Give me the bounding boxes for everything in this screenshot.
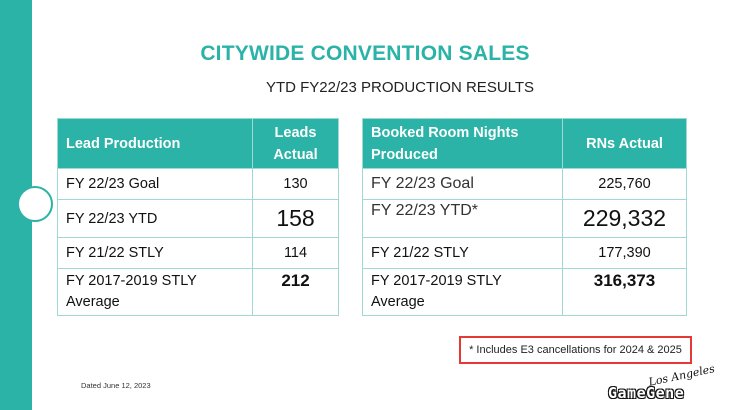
table-row: FY 22/23 YTD* 229,332 [362,199,687,238]
column-header-lead-production: Lead Production [57,118,253,169]
row-label: FY 22/23 Goal [57,168,253,200]
table-header-row: Booked Room Nights Produced RNs Actual [362,118,687,169]
table-row: FY 21/22 STLY 177,390 [362,237,687,269]
row-label: FY 2017-2019 STLY Average [57,268,253,316]
row-value: 212 [252,268,339,316]
row-label: FY 2017-2019 STLY Average [362,268,563,316]
footnote-box: * Includes E3 cancellations for 2024 & 2… [459,336,692,364]
room-nights-table: Booked Room Nights Produced RNs Actual F… [362,118,687,316]
row-value: 158 [252,199,339,238]
row-value: 114 [252,237,339,269]
table-header-row: Lead Production Leads Actual [57,118,339,169]
row-label: FY 22/23 Goal [362,168,563,200]
page-title: CITYWIDE CONVENTION SALES [200,42,530,65]
logo-game-text: GameGene [608,384,685,402]
table-row: FY 22/23 Goal 225,760 [362,168,687,200]
dated-label: Dated June 12, 2023 [81,381,151,390]
page-subtitle: YTD FY22/23 PRODUCTION RESULTS [265,79,535,96]
column-header-booked-room-nights: Booked Room Nights Produced [362,118,563,169]
table-row: FY 22/23 YTD 158 [57,199,339,238]
row-value: 225,760 [562,168,687,200]
row-label: FY 21/22 STLY [57,237,253,269]
table-row: FY 2017-2019 STLY Average 212 [57,268,339,316]
table-row: FY 22/23 Goal 130 [57,168,339,200]
footnote-text: * Includes E3 cancellations for 2024 & 2… [469,344,682,356]
row-value: 130 [252,168,339,200]
lead-production-table: Lead Production Leads Actual FY 22/23 Go… [57,118,339,316]
row-value: 316,373 [562,268,687,316]
row-label: FY 22/23 YTD* [362,199,563,238]
row-label: FY 22/23 YTD [57,199,253,238]
column-header-leads-actual: Leads Actual [252,118,339,169]
accent-circle [17,186,53,222]
row-value: 177,390 [562,237,687,269]
table-row: FY 21/22 STLY 114 [57,237,339,269]
table-row: FY 2017-2019 STLY Average 316,373 [362,268,687,316]
watermark-logo: Los Angeles GameGene [608,362,724,407]
row-label: FY 21/22 STLY [362,237,563,269]
column-header-rns-actual: RNs Actual [562,118,687,169]
row-value: 229,332 [562,199,687,238]
